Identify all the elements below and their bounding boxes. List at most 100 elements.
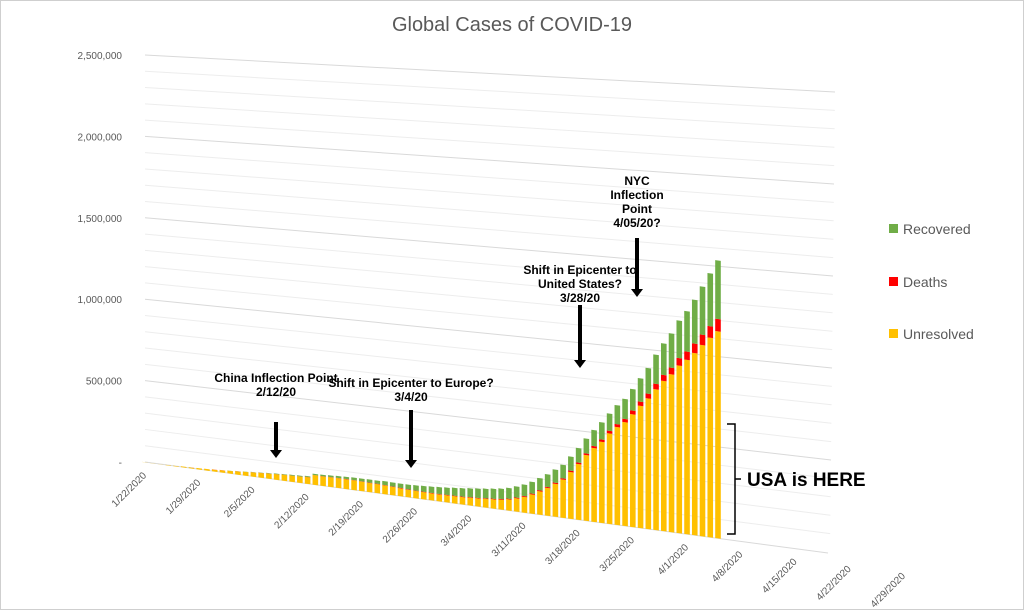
bar-recovered bbox=[420, 485, 427, 493]
bar-unresolved bbox=[328, 476, 334, 488]
bar-unresolved bbox=[359, 481, 365, 492]
gridline bbox=[144, 103, 835, 148]
x-tick-label: 2/5/2020 bbox=[222, 484, 258, 520]
bar-deaths bbox=[235, 471, 241, 472]
bar-unresolved bbox=[297, 476, 303, 484]
gridline bbox=[144, 282, 833, 351]
bar-recovered bbox=[366, 479, 373, 483]
gridline bbox=[144, 396, 831, 479]
bar-recovered bbox=[328, 475, 334, 478]
bar-recovered bbox=[451, 487, 458, 497]
bar-recovered bbox=[227, 470, 233, 472]
bar-deaths bbox=[289, 475, 295, 477]
gridline bbox=[144, 152, 834, 203]
bar-unresolved bbox=[691, 352, 698, 536]
bar-deaths bbox=[204, 468, 210, 470]
bar-unresolved bbox=[258, 472, 264, 479]
bar-unresolved bbox=[165, 464, 172, 466]
bar-unresolved bbox=[289, 475, 295, 483]
x-tick-label: 3/25/2020 bbox=[598, 535, 638, 575]
gridline bbox=[144, 87, 835, 130]
bar-unresolved bbox=[444, 495, 450, 503]
bar-deaths bbox=[645, 393, 652, 399]
y-tick-label: 500,000 bbox=[86, 377, 123, 388]
annotation-text: 3/28/20 bbox=[560, 291, 600, 305]
bar-recovered bbox=[645, 367, 652, 395]
bar-unresolved bbox=[142, 461, 148, 463]
bar-recovered bbox=[506, 487, 512, 500]
bar-recovered bbox=[312, 473, 319, 476]
bar-recovered bbox=[459, 487, 466, 497]
bar-unresolved bbox=[173, 465, 179, 467]
bar-unresolved bbox=[575, 463, 582, 521]
annotation-text: Shift in Epicenter to Europe? bbox=[328, 376, 493, 390]
bar-unresolved bbox=[428, 492, 435, 501]
y-tick-label: 2,000,000 bbox=[78, 132, 123, 143]
bar-recovered bbox=[413, 485, 419, 491]
bar-recovered bbox=[552, 469, 559, 484]
bar-deaths bbox=[622, 418, 628, 423]
bar-unresolved bbox=[614, 426, 621, 526]
gridline bbox=[144, 249, 833, 314]
bar-deaths bbox=[266, 473, 272, 474]
bar-recovered bbox=[242, 471, 249, 473]
callout-bracket bbox=[727, 423, 741, 535]
bar-recovered bbox=[467, 488, 474, 498]
bar-deaths bbox=[707, 325, 714, 339]
annotation-text: United States? bbox=[538, 277, 622, 291]
bar-unresolved bbox=[196, 467, 202, 470]
bar-recovered bbox=[707, 272, 714, 327]
bar-recovered bbox=[436, 486, 443, 495]
bar-deaths bbox=[544, 486, 551, 489]
bar-recovered bbox=[699, 286, 706, 336]
bar-unresolved bbox=[413, 490, 419, 499]
bar-deaths bbox=[684, 351, 690, 361]
bar-deaths bbox=[374, 483, 381, 485]
gridline bbox=[144, 201, 834, 259]
bar-recovered bbox=[482, 488, 489, 499]
bar-deaths bbox=[599, 439, 605, 443]
bar-unresolved bbox=[521, 496, 528, 514]
bar-unresolved bbox=[490, 499, 497, 509]
bar-deaths bbox=[529, 493, 535, 495]
bar-unresolved bbox=[266, 473, 272, 480]
bar-recovered bbox=[622, 398, 628, 420]
bar-recovered bbox=[591, 429, 597, 447]
bar-unresolved bbox=[622, 421, 628, 527]
bar-unresolved bbox=[250, 472, 257, 478]
bar-deaths bbox=[676, 357, 683, 367]
bar-recovered bbox=[676, 320, 683, 359]
bar-deaths bbox=[444, 494, 450, 496]
bar-deaths bbox=[482, 497, 489, 500]
bar-unresolved bbox=[583, 454, 590, 522]
bar-unresolved bbox=[436, 494, 443, 502]
x-tick-label: 1/29/2020 bbox=[164, 477, 204, 517]
bar-unresolved bbox=[498, 499, 504, 510]
bar-deaths bbox=[467, 496, 474, 499]
bar-unresolved bbox=[188, 467, 195, 469]
bar-unresolved bbox=[591, 447, 597, 523]
bar-unresolved bbox=[204, 468, 210, 471]
bar-deaths bbox=[250, 471, 257, 473]
bar-recovered bbox=[606, 413, 613, 432]
bar-deaths bbox=[335, 477, 342, 479]
bar-recovered bbox=[668, 333, 675, 369]
bar-recovered bbox=[568, 456, 574, 472]
gridline bbox=[144, 135, 835, 185]
bar-unresolved bbox=[451, 495, 458, 504]
bar-deaths bbox=[537, 490, 543, 492]
bar-unresolved bbox=[506, 499, 512, 512]
bar-deaths bbox=[637, 401, 644, 407]
bar-recovered bbox=[661, 343, 667, 376]
bar-unresolved bbox=[707, 337, 714, 538]
bar-unresolved bbox=[513, 498, 520, 513]
gridline bbox=[144, 217, 834, 277]
bar-unresolved bbox=[389, 486, 396, 496]
bar-deaths bbox=[699, 334, 706, 346]
bar-deaths bbox=[173, 465, 179, 467]
bar-deaths bbox=[420, 491, 427, 493]
bar-unresolved bbox=[699, 344, 706, 537]
